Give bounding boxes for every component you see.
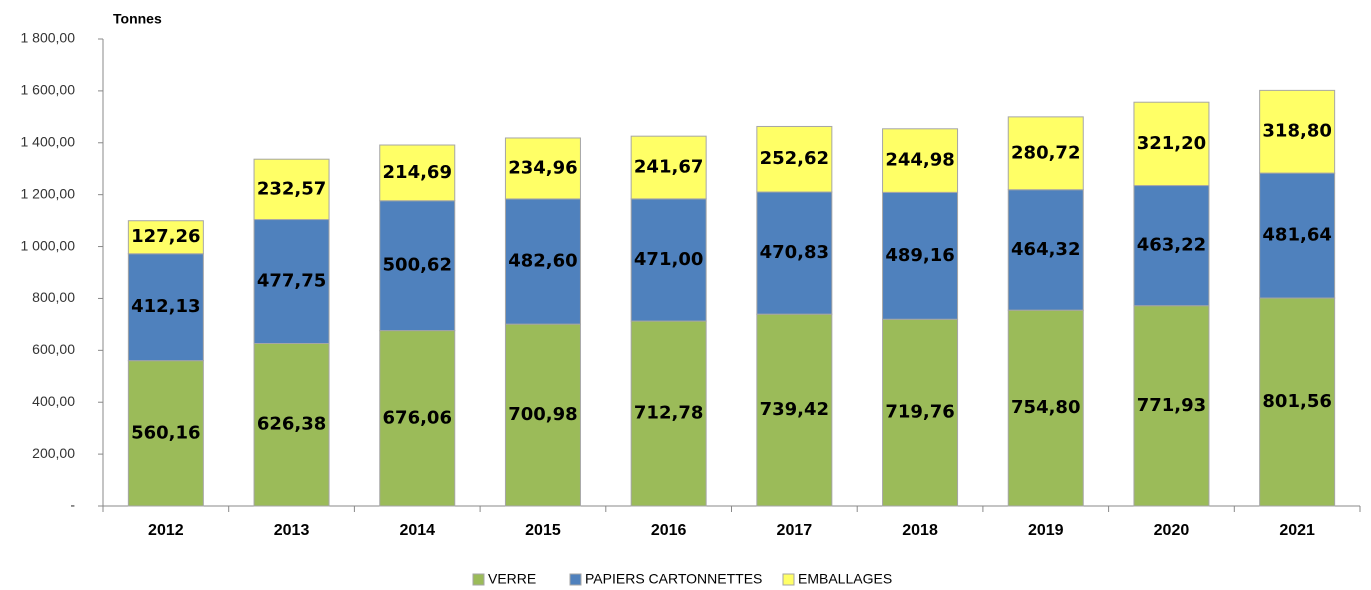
y-tick-label: 1 400,00	[21, 133, 76, 149]
legend-label: PAPIERS CARTONNETTES	[585, 571, 762, 587]
x-tick-label: 2017	[777, 522, 813, 539]
bar-segment	[1133, 101, 1210, 187]
bar-segment	[253, 219, 330, 344]
value-label: 739,42	[760, 399, 829, 420]
value-label: 712,78	[634, 403, 703, 424]
bar-segment	[253, 342, 330, 507]
value-label: 241,67	[634, 157, 703, 178]
bar-segment	[1259, 172, 1336, 299]
bar-segment	[379, 200, 456, 332]
bar-segment	[127, 360, 204, 507]
bar-segment	[253, 158, 330, 221]
bar-segment	[1133, 185, 1210, 307]
x-tick-label: 2018	[902, 522, 938, 539]
y-tick-label: 400,00	[32, 393, 75, 409]
y-tick-label: 600,00	[32, 341, 75, 357]
value-label: 700,98	[508, 404, 577, 425]
bar-segment	[630, 198, 707, 322]
x-tick-label: 2015	[525, 522, 561, 539]
legend-swatch	[472, 573, 485, 586]
x-tick-label: 2014	[399, 522, 435, 539]
bar-segment	[1133, 305, 1210, 507]
value-label: 232,57	[257, 178, 326, 199]
x-tick-label: 2020	[1154, 522, 1190, 539]
bar-segment	[756, 125, 833, 193]
y-tick-label: 800,00	[32, 289, 75, 305]
value-label: 214,69	[383, 162, 452, 183]
value-label: 471,00	[634, 249, 703, 270]
x-tick-label: 2013	[274, 522, 310, 539]
value-label: 321,20	[1137, 133, 1206, 154]
y-tick-label: -	[70, 497, 75, 513]
x-tick-label: 2021	[1279, 522, 1315, 539]
value-label: 477,75	[257, 271, 326, 292]
value-label: 234,96	[508, 157, 577, 178]
x-tick-label: 2016	[651, 522, 687, 539]
value-label: 771,93	[1137, 395, 1206, 416]
legend-swatch	[569, 573, 582, 586]
value-label: 560,16	[131, 422, 200, 443]
bar-segment	[127, 253, 204, 362]
value-label: 127,26	[131, 226, 200, 247]
legend-label: EMBALLAGES	[798, 571, 892, 587]
legend-label: VERRE	[488, 571, 536, 587]
bar-segment	[630, 135, 707, 200]
bar-segment	[882, 318, 959, 507]
y-tick-label: 1 600,00	[21, 82, 76, 98]
bar-segment	[1007, 309, 1084, 507]
value-label: 412,13	[131, 296, 200, 317]
bar-segment	[1007, 189, 1084, 311]
x-tick-label: 2019	[1028, 522, 1064, 539]
bar-segment	[630, 320, 707, 507]
value-label: 719,76	[885, 402, 954, 423]
value-label: 754,80	[1011, 397, 1080, 418]
value-label: 280,72	[1011, 142, 1080, 163]
value-label: 481,64	[1262, 225, 1331, 246]
bar-segment	[756, 191, 833, 315]
value-label: 482,60	[508, 251, 577, 272]
bar-segment	[1007, 116, 1084, 191]
x-tick-label: 2012	[148, 522, 184, 539]
bar-segment	[756, 313, 833, 507]
value-label: 500,62	[383, 255, 452, 276]
bar-segment	[882, 128, 959, 193]
legend-swatch	[782, 573, 795, 586]
bar-segment	[504, 137, 581, 200]
y-tick-label: 200,00	[32, 445, 75, 461]
value-label: 470,83	[760, 242, 829, 263]
bar-segment	[379, 330, 456, 507]
value-label: 464,32	[1011, 239, 1080, 260]
value-label: 489,16	[885, 245, 954, 266]
value-label: 463,22	[1137, 235, 1206, 256]
value-label: 252,62	[760, 148, 829, 169]
y-tick-label: 1 800,00	[21, 30, 76, 46]
value-label: 244,98	[885, 150, 954, 171]
value-label: 676,06	[383, 407, 452, 428]
y-tick-label: 1 000,00	[21, 237, 76, 253]
bar-segment	[1259, 89, 1336, 174]
bar-segment	[127, 220, 204, 255]
value-label: 318,80	[1262, 121, 1331, 142]
bar-segment	[504, 323, 581, 507]
y-axis-title: Tonnes	[113, 11, 162, 27]
bar-segment	[882, 191, 959, 320]
y-tick-label: 1 200,00	[21, 185, 76, 201]
bar-segment	[379, 144, 456, 202]
value-label: 626,38	[257, 414, 326, 435]
bar-segment	[1259, 297, 1336, 507]
value-label: 801,56	[1262, 391, 1331, 412]
